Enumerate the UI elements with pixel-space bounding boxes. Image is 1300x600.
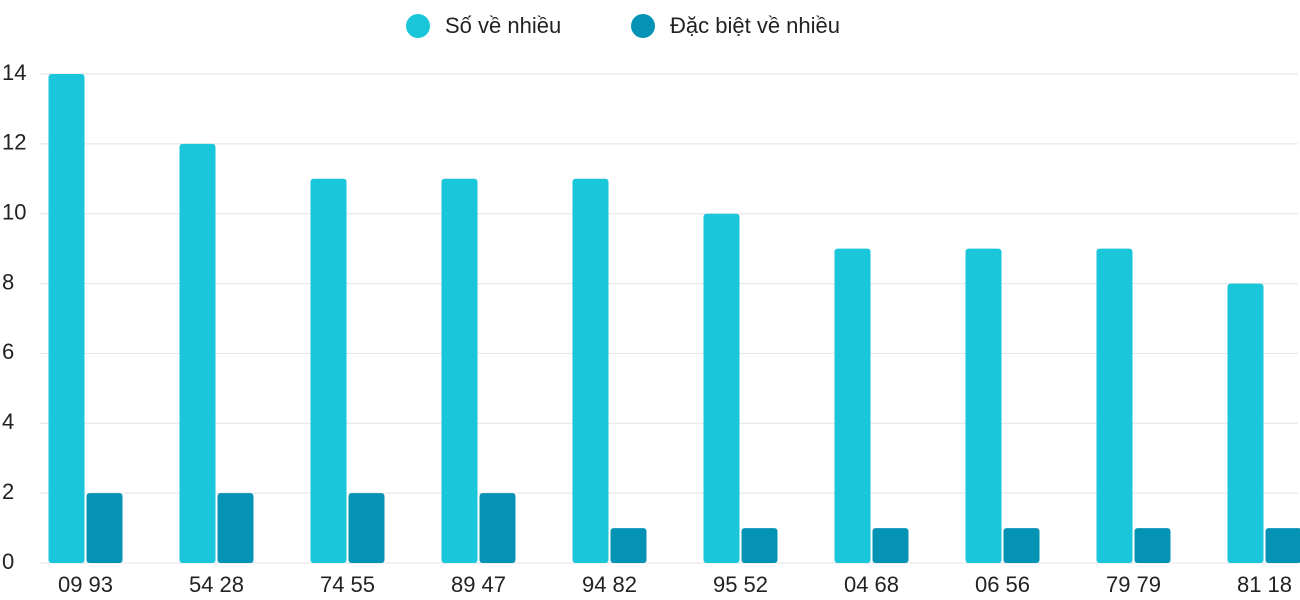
x-tick-label: 74 55 [320, 572, 375, 597]
bar [48, 74, 85, 563]
y-tick-label: 10 [2, 200, 26, 225]
bar [1227, 283, 1264, 563]
bar [610, 528, 647, 563]
x-tick-label: 94 82 [582, 572, 637, 597]
y-tick-label: 0 [2, 549, 14, 574]
x-tick-label: 81 18 [1237, 572, 1292, 597]
bar [479, 493, 516, 563]
bar [179, 143, 216, 563]
bar [834, 248, 871, 563]
y-tick-label: 2 [2, 479, 14, 504]
bar [86, 493, 123, 563]
y-tick-label: 8 [2, 269, 14, 294]
x-tick-label: 79 79 [1106, 572, 1161, 597]
y-tick-label: 14 [2, 60, 26, 85]
bar [348, 493, 385, 563]
bar [741, 528, 778, 563]
legend-marker [406, 14, 430, 38]
y-tick-label: 4 [2, 409, 14, 434]
legend-marker [631, 14, 655, 38]
y-tick-label: 12 [2, 130, 26, 155]
x-tick-label: 89 47 [451, 572, 506, 597]
bar [1003, 528, 1040, 563]
x-tick-label: 09 93 [58, 572, 113, 597]
bar [703, 213, 740, 563]
bar [310, 178, 347, 564]
bar [872, 528, 909, 563]
x-tick-label: 95 52 [713, 572, 768, 597]
bar [1134, 528, 1171, 563]
bar [441, 178, 478, 564]
legend-label: Số về nhiều [445, 13, 561, 38]
bar [217, 493, 254, 563]
bar [965, 248, 1002, 563]
x-tick-label: 06 56 [975, 572, 1030, 597]
legend-label: Đặc biệt về nhiều [670, 13, 840, 38]
bar [572, 178, 609, 564]
x-tick-label: 54 28 [189, 572, 244, 597]
bar [1265, 528, 1300, 563]
x-tick-label: 04 68 [844, 572, 899, 597]
bar [1096, 248, 1133, 563]
y-tick-label: 6 [2, 339, 14, 364]
